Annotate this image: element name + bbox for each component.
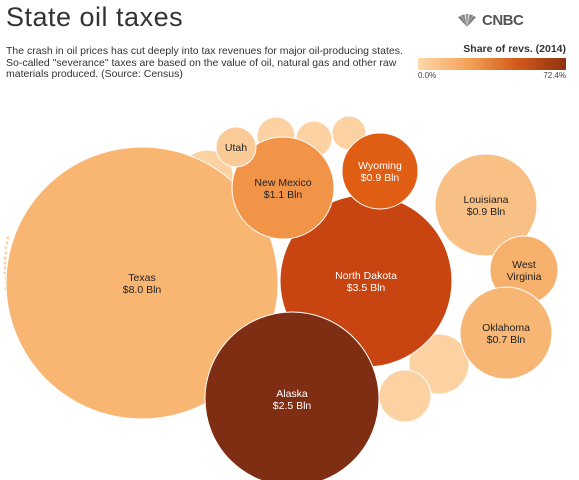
bubble-state-label-utah: Utah [225,142,247,154]
bubble-state-label-wyoming: Wyoming [358,160,402,172]
bubble-value-label-wyoming: $0.9 Bln [361,172,400,184]
bubble-state-label-north-dakota: North Dakota [335,270,397,282]
state-bubble-small[interactable] [379,370,431,422]
bubble-state-label-west-virginia: Virginia [507,271,542,283]
bubble-state-label-oklahoma: Oklahoma [482,322,530,334]
bubble-value-label-alaska: $2.5 Bln [273,400,312,412]
bubble-value-label-texas: $8.0 Bln [123,284,162,296]
state-bubble-small[interactable] [3,261,7,265]
bubble-state-label-louisiana: Louisiana [464,194,509,206]
bubble-state-label-west-virginia: West [512,259,536,271]
state-bubble-small[interactable] [3,256,7,260]
state-bubble-small[interactable] [4,246,8,250]
bubble-state-label-alaska: Alaska [276,388,308,400]
state-bubble-small[interactable] [5,241,9,245]
state-bubble-small[interactable] [6,236,10,240]
bubble-value-label-louisiana: $0.9 Bln [467,206,506,218]
bubble-state-label-texas: Texas [128,272,155,284]
bubble-state-label-new-mexico: New Mexico [254,177,311,189]
bubble-value-label-oklahoma: $0.7 Bln [487,334,526,346]
bubble-value-label-new-mexico: $1.1 Bln [264,189,303,201]
state-bubble-small[interactable] [4,251,8,255]
bubble-value-label-north-dakota: $3.5 Bln [347,282,386,294]
